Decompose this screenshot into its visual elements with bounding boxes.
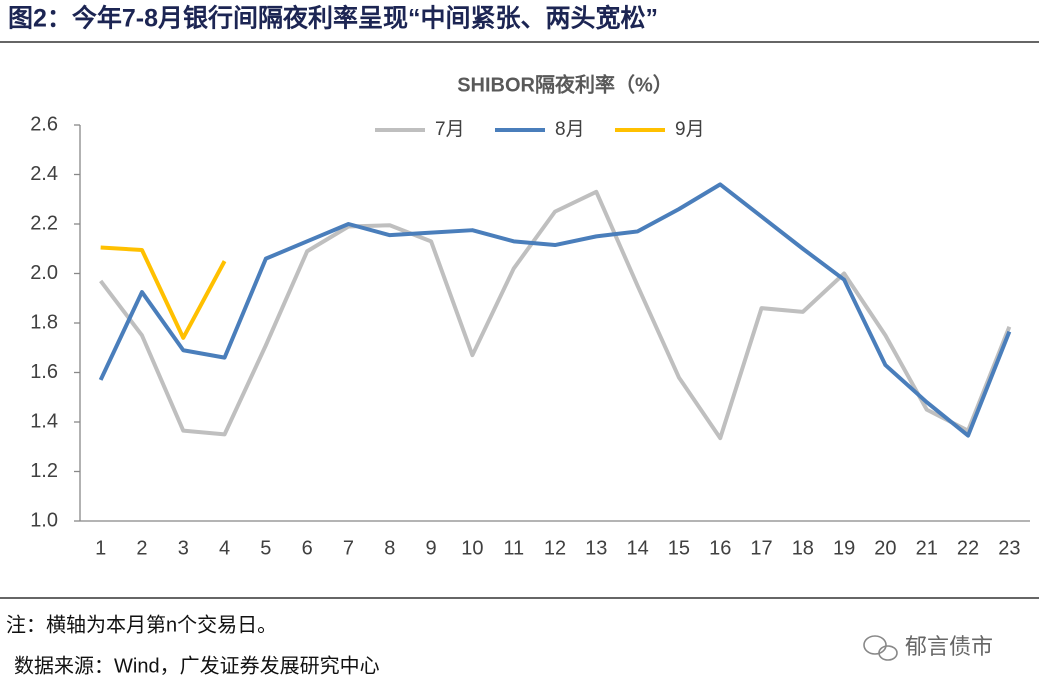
x-tick-label: 3 — [178, 537, 189, 559]
y-tick-label: 1.0 — [30, 509, 58, 531]
x-tick-label: 14 — [626, 537, 648, 559]
figure-title: 图2：今年7-8月银行间隔夜利率呈现“中间紧张、两头宽松” — [8, 4, 658, 33]
y-tick-label: 1.6 — [30, 361, 58, 383]
x-tick-label: 13 — [585, 537, 607, 559]
x-tick-label: 7 — [343, 537, 354, 559]
x-tick-label: 22 — [957, 537, 979, 559]
x-tick-label: 20 — [874, 537, 896, 559]
x-tick-label: 21 — [916, 537, 938, 559]
x-tick-label: 10 — [461, 537, 483, 559]
x-tick-label: 12 — [544, 537, 566, 559]
x-tick-label: 15 — [668, 537, 690, 559]
source: 数据来源：Wind，广发证券发展研究中心 — [14, 654, 380, 677]
x-tick-label: 2 — [136, 537, 147, 559]
watermark: 郁言债市 — [905, 634, 993, 659]
series-line — [99, 189, 1012, 441]
x-tick-label: 9 — [426, 537, 437, 559]
x-tick-label: 4 — [219, 537, 230, 559]
series-line — [98, 182, 1012, 438]
x-tick-label: 1 — [95, 537, 106, 559]
x-tick-label: 18 — [792, 537, 814, 559]
watermark-icon — [863, 635, 898, 661]
y-tick-label: 1.8 — [30, 311, 58, 333]
x-tick-label: 6 — [302, 537, 313, 559]
legend-label: 9月 — [675, 119, 705, 140]
y-tick-label: 2.6 — [30, 113, 58, 135]
x-tick-label: 17 — [750, 537, 772, 559]
y-tick-label: 1.4 — [30, 410, 58, 432]
y-tick-label: 2.0 — [30, 262, 58, 284]
x-tick-label: 8 — [384, 537, 395, 559]
x-tick-label: 5 — [260, 537, 271, 559]
x-tick-label: 16 — [709, 537, 731, 559]
y-tick-label: 2.4 — [30, 163, 58, 185]
y-tick-label: 1.2 — [30, 460, 58, 482]
footnote: 注：横轴为本月第n个交易日。 — [6, 613, 277, 636]
chart-title: SHIBOR隔夜利率（%） — [457, 72, 673, 96]
x-tick-label: 23 — [998, 537, 1020, 559]
legend-label: 8月 — [555, 119, 585, 140]
x-tick-label: 19 — [833, 537, 855, 559]
legend-label: 7月 — [435, 119, 465, 140]
y-tick-label: 2.2 — [30, 212, 58, 234]
x-tick-label: 11 — [503, 537, 524, 559]
series-line — [100, 245, 227, 340]
